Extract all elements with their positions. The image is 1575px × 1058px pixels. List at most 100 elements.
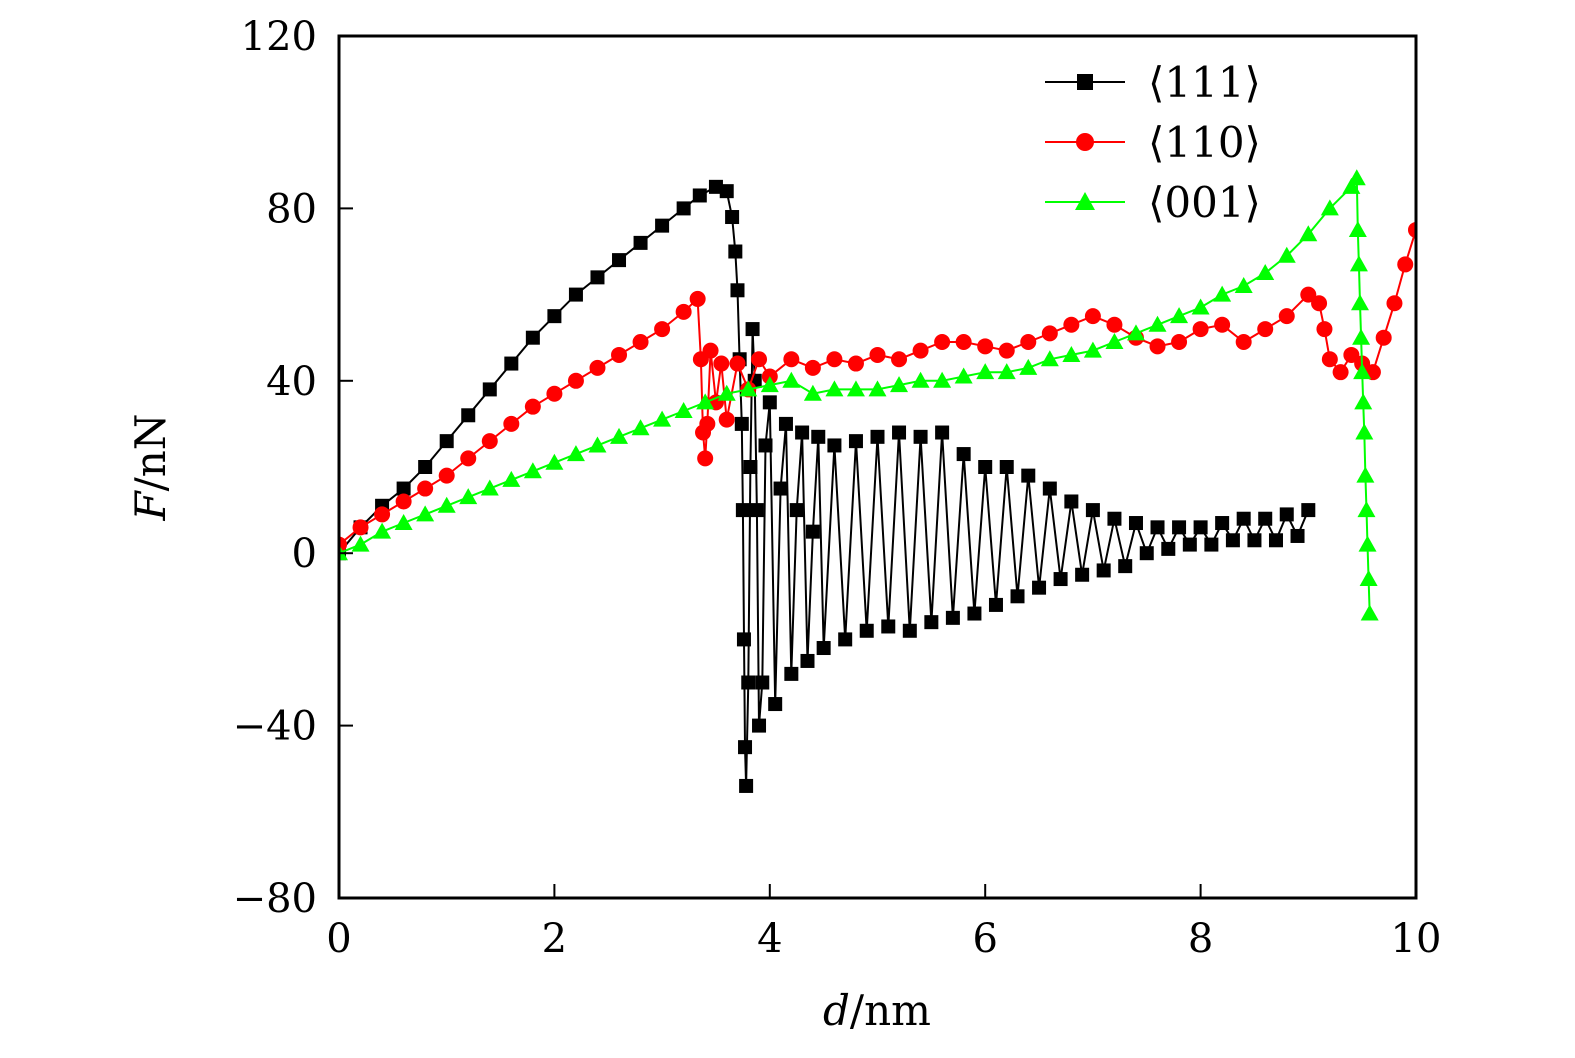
- data-point-001: [588, 436, 607, 453]
- data-point-110: [1386, 295, 1403, 312]
- data-point-111: [784, 666, 799, 681]
- data-point-110: [567, 372, 584, 389]
- data-point-111: [881, 619, 896, 634]
- data-point-110: [611, 346, 628, 363]
- data-point-111: [743, 460, 758, 474]
- data-point-001: [846, 380, 865, 397]
- data-point-001: [1360, 604, 1379, 621]
- data-point-110: [891, 351, 908, 368]
- y-axis-label-unit: /nN: [126, 413, 175, 491]
- data-point-111: [461, 408, 476, 423]
- x-tick-label: 0: [326, 916, 351, 962]
- data-point-110: [955, 334, 972, 351]
- data-point-001: [997, 363, 1016, 380]
- data-point-111: [736, 632, 751, 647]
- data-point-111: [1021, 468, 1036, 483]
- data-point-110: [1321, 351, 1338, 368]
- data-point-001: [351, 535, 370, 552]
- data-point-001: [437, 496, 456, 513]
- data-point-001: [825, 380, 844, 397]
- data-point-110: [1343, 346, 1360, 363]
- data-point-111: [816, 641, 831, 656]
- data-point-110: [417, 480, 434, 497]
- series-001: [339, 169, 1379, 621]
- data-point-110: [804, 359, 821, 376]
- data-point-001: [1356, 466, 1375, 483]
- data-point-001: [696, 393, 715, 410]
- data-point-001: [1320, 199, 1339, 216]
- data-point-001: [1170, 307, 1189, 324]
- data-point-110: [1257, 321, 1274, 338]
- data-point-110: [1278, 308, 1295, 325]
- data-point-111: [396, 481, 411, 496]
- data-point-111: [1032, 580, 1047, 595]
- data-point-111: [902, 623, 917, 638]
- data-point-001: [1359, 570, 1378, 587]
- y-tick-label: 120: [241, 14, 317, 60]
- data-point-110: [438, 467, 455, 484]
- data-point-111: [1042, 481, 1057, 496]
- data-point-001: [1350, 294, 1369, 311]
- data-point-111: [612, 253, 627, 268]
- data-point-111: [768, 697, 783, 712]
- y-tick-label: 0: [292, 531, 317, 577]
- data-point-111: [848, 434, 863, 449]
- data-point-001: [1353, 363, 1372, 380]
- data-point-110: [1149, 338, 1166, 355]
- data-point-110: [1397, 256, 1414, 273]
- data-point-111: [728, 244, 743, 259]
- data-point-111: [1193, 520, 1208, 535]
- data-point-111: [692, 188, 707, 203]
- data-point-111: [739, 778, 754, 793]
- data-point-001: [1342, 177, 1361, 194]
- data-point-111: [838, 632, 853, 647]
- data-point-001: [631, 419, 650, 436]
- data-point-001: [653, 410, 672, 427]
- x-tick-label: 8: [1188, 916, 1213, 962]
- data-point-001: [1040, 350, 1059, 367]
- data-point-111: [1268, 533, 1283, 548]
- data-point-001: [1358, 535, 1377, 552]
- data-point-111: [1064, 494, 1079, 509]
- data-point-001: [674, 401, 693, 418]
- data-point-111: [892, 425, 907, 440]
- data-point-001: [1105, 333, 1124, 350]
- data-point-111: [730, 283, 745, 298]
- data-point-110: [751, 351, 768, 368]
- data-point-111: [789, 503, 804, 518]
- data-point-110: [1408, 221, 1416, 238]
- data-point-001: [1126, 324, 1145, 341]
- plot-frame: [337, 34, 1418, 900]
- data-point-001: [1352, 328, 1371, 345]
- data-point-111: [755, 675, 770, 690]
- data-point-111: [778, 416, 793, 431]
- data-point-111: [1053, 572, 1068, 587]
- data-point-110: [524, 398, 541, 415]
- data-point-111: [1204, 537, 1219, 552]
- data-point-110: [1020, 334, 1037, 351]
- data-point-001: [717, 384, 736, 401]
- data-point-111: [1118, 559, 1133, 574]
- data-point-111: [1128, 516, 1143, 531]
- data-point-001: [610, 427, 629, 444]
- data-point-110: [1311, 295, 1328, 312]
- data-point-110: [654, 321, 671, 338]
- data-point-111: [525, 330, 540, 345]
- data-point-110: [977, 338, 994, 355]
- data-point-111: [811, 429, 826, 444]
- data-point-001: [459, 488, 478, 505]
- data-point-111: [1182, 537, 1197, 552]
- data-point-111: [1290, 528, 1305, 543]
- data-point-111: [1236, 511, 1251, 526]
- data-point-111: [735, 503, 750, 518]
- data-point-111: [590, 270, 605, 285]
- data-point-110: [352, 519, 369, 536]
- data-point-110: [998, 342, 1015, 359]
- x-tick-label: 6: [972, 916, 997, 962]
- data-point-111: [827, 438, 842, 453]
- data-point-111: [725, 210, 740, 225]
- legend-marker-110: [1076, 133, 1094, 151]
- data-point-001: [1019, 358, 1038, 375]
